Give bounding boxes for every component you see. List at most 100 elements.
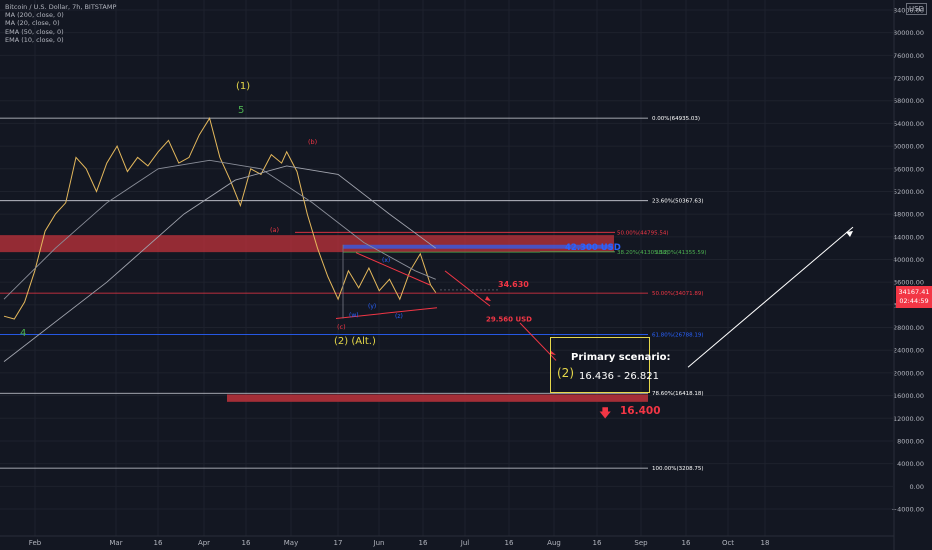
price-tick-label: 48000.00 <box>893 211 924 219</box>
series-line-1 <box>3 159 436 300</box>
level-34630-label: 34.630 <box>498 280 529 289</box>
symbol-title[interactable]: Bitcoin / U.S. Dollar, 7h, BITSTAMP <box>5 3 117 11</box>
price-tick-label: 20000.00 <box>893 369 924 377</box>
price-tick-label: 64000.00 <box>893 120 924 128</box>
scenario-range: 16.436 - 26.821 <box>579 371 659 382</box>
fib-label: 38.20%(41305.38) <box>617 250 669 256</box>
currency-badge[interactable]: USD <box>906 3 927 15</box>
wave-2-alt-label: (2) (Alt.) <box>334 336 376 347</box>
wave-b-label: (b) <box>308 138 317 146</box>
fib-label: 78.60%(16418.18) <box>652 391 704 397</box>
time-axis: Feb Mar 16 Apr 16 May 17 Jun 16 Jul 16 Aug 16 Sep 16 Oc… <box>0 535 894 547</box>
price-tick-label: 44000.00 <box>893 233 924 241</box>
triangle-lower <box>335 307 438 319</box>
level-42300-band <box>343 244 613 249</box>
series-line-2 <box>3 165 437 362</box>
bar-countdown: 02:44:59 <box>899 297 929 305</box>
price-tick-label: 56000.00 <box>893 165 924 173</box>
arrow-up-long <box>687 226 854 368</box>
price-tick-label: 8000.00 <box>897 437 924 445</box>
price-tick-label: 52000.00 <box>893 188 924 196</box>
time-tick-label: 16 <box>682 539 691 547</box>
price-tick-label: 84000.00 <box>893 7 924 15</box>
resistance-zone-42300 <box>0 235 614 253</box>
fib-label: 50.00%(44795.54) <box>617 230 669 236</box>
time-tick-label: Mar <box>109 539 122 547</box>
price-tick-label: −4000.00 <box>892 506 924 514</box>
time-tick-label: 16 <box>154 539 163 547</box>
time-tick-label: 17 <box>334 539 343 547</box>
time-tick-label: Jul <box>460 539 470 547</box>
price-tick-label: 40000.00 <box>893 256 924 264</box>
indicator-ema50[interactable]: EMA (50, close, 0) <box>5 27 64 36</box>
wave-w-label: (w) <box>349 312 359 319</box>
arrow-head <box>550 350 556 355</box>
price-tick-label: 76000.00 <box>893 52 924 60</box>
fib-label: 38.20%(41355.59) <box>655 250 707 256</box>
price-tick-label: 72000.00 <box>893 75 924 83</box>
price-tick-label: 80000.00 <box>893 29 924 37</box>
fibonacci-levels: 0.00%(64935.03) 23.60%(50367.63) 50.00%(44… <box>0 116 707 472</box>
price-axis: 84000.00 80000.00 76000.00 72000.00 68000.00… <box>892 0 924 550</box>
time-tick-label: Jun <box>373 539 385 547</box>
wave-c-label: (c) <box>337 323 346 331</box>
wave-5-label: 5 <box>238 105 244 116</box>
wave-a-label: (a) <box>270 226 279 234</box>
time-tick-label: Apr <box>198 539 210 547</box>
fib-label: 61.80%(26788.19) <box>652 332 704 338</box>
wave-z-label: (z) <box>395 313 403 320</box>
time-tick-label: May <box>284 539 298 547</box>
fib-label: 50.00%(34071.89) <box>652 291 704 297</box>
time-tick-label: 16 <box>242 539 251 547</box>
gridlines <box>0 0 893 536</box>
time-tick-label: Aug <box>547 539 561 547</box>
price-tick-label: 0.00 <box>910 483 924 491</box>
arrow-head <box>846 231 853 237</box>
level-42300-label: 42.300 USD <box>565 243 621 253</box>
time-tick-label: 16 <box>593 539 602 547</box>
wave-labels: 42.300 USD 34.630 29.560 USD (1) 5 4 (a) (b) (c)… <box>20 81 621 347</box>
time-tick-label: 18 <box>761 539 770 547</box>
arrow-to-34630 <box>444 270 491 307</box>
fib-label: 100.00%(3208.75) <box>652 466 704 472</box>
fib-label: 0.00%(64935.03) <box>652 116 700 122</box>
price-series <box>3 117 437 362</box>
indicator-ma200[interactable]: MA (200, close, 0) <box>5 11 64 20</box>
time-tick-label: Feb <box>29 539 42 547</box>
down-arrow-icon: 🡇 <box>599 406 612 420</box>
price-tick-label: 28000.00 <box>893 324 924 332</box>
wave-x-label: (x) <box>382 257 390 264</box>
target-16400-label: 16.400 <box>620 405 661 417</box>
support-zone-16400 <box>227 394 648 402</box>
level-29560-label: 29.560 USD <box>486 316 532 324</box>
last-price-value: 34167.41 <box>898 288 930 296</box>
wave-1-label: (1) <box>236 81 250 92</box>
wave-y-label: (y) <box>368 303 376 310</box>
price-tick-label: 24000.00 <box>893 347 924 355</box>
price-tick-label: 4000.00 <box>897 460 924 468</box>
price-tick-label: 36000.00 <box>893 279 924 287</box>
last-price-tag: 34167.41 02:44:59 <box>896 286 932 308</box>
time-tick-label: 16 <box>419 539 428 547</box>
price-tick-label: 12000.00 <box>893 415 924 423</box>
chart-legend: Bitcoin / U.S. Dollar, 7h, BITSTAMP MA (… <box>5 3 116 44</box>
price-tick-label: 60000.00 <box>893 143 924 151</box>
wave-4-label: 4 <box>20 328 26 339</box>
scenario-title: Primary scenario: <box>571 352 671 363</box>
indicator-ma20[interactable]: MA (20, close, 0) <box>5 19 60 28</box>
time-tick-label: Sep <box>634 539 648 547</box>
scenario-wave-label: (2) <box>557 366 574 380</box>
series-line-0 <box>3 117 437 320</box>
arrow-head <box>485 296 491 301</box>
triangle-upper <box>355 252 431 286</box>
price-tick-label: 68000.00 <box>893 97 924 105</box>
time-tick-label: 16 <box>505 539 514 547</box>
indicator-ema10[interactable]: EMA (10, close, 0) <box>5 35 64 44</box>
price-tick-label: 16000.00 <box>893 392 924 400</box>
fib-label: 23.60%(50367.63) <box>652 199 704 205</box>
support-resistance-zones <box>0 235 648 402</box>
time-tick-label: Oct <box>722 539 734 547</box>
drawing-annotations <box>335 226 854 368</box>
primary-scenario-box[interactable]: Primary scenario: (2) 16.436 - 26.821 <box>550 337 671 393</box>
